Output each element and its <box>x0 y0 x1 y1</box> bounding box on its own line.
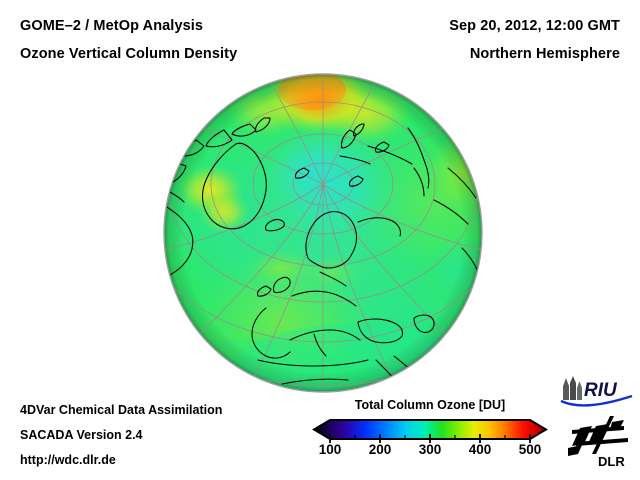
colorbar-tick-label: 300 <box>418 442 442 457</box>
riu-wordmark: RIU <box>584 380 618 401</box>
colorbar-tick-labels: 100 200 300 400 500 <box>310 442 550 464</box>
riu-logo: RIU <box>558 374 634 408</box>
globe-limb <box>163 73 483 393</box>
orthographic-projection <box>163 73 483 393</box>
colorbar-tick-label: 100 <box>318 442 342 457</box>
dlr-logo: DLR <box>566 414 634 468</box>
footer-line-version: SACADA Version 2.4 <box>20 428 143 442</box>
page-subtitle: Ozone Vertical Column Density <box>20 46 238 62</box>
colorbar-tick-label: 200 <box>368 442 392 457</box>
colorbar-tick-label: 400 <box>468 442 492 457</box>
region-label: Northern Hemisphere <box>469 46 620 62</box>
page-title: GOME–2 / MetOp Analysis <box>20 18 204 34</box>
colorbar-title: Total Column Ozone [DU] <box>354 398 506 412</box>
footer-line-method: 4DVar Chemical Data Assimilation <box>20 403 223 417</box>
colorbar-tick-label: 500 <box>518 442 542 457</box>
riu-swoosh-icon <box>560 394 633 407</box>
colorbar-gradient <box>312 419 548 443</box>
dlr-emblem-icon <box>568 416 628 456</box>
timestamp-label: Sep 20, 2012, 12:00 GMT <box>449 18 620 34</box>
footer-line-url[interactable]: http://wdc.dlr.de <box>20 453 116 467</box>
colorbar: Total Column Ozone [DU] 100 200 300 400 500 <box>310 398 550 468</box>
globe-map <box>162 72 484 394</box>
riu-tower-icon <box>563 376 582 400</box>
dlr-wordmark: DLR <box>598 454 625 468</box>
